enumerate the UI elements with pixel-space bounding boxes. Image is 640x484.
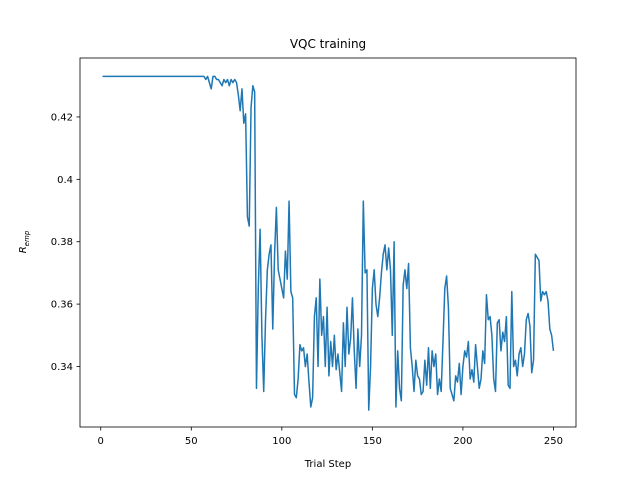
y-tick-label: 0.34	[51, 362, 73, 373]
x-tick-label: 250	[544, 436, 563, 447]
x-tick-label: 200	[453, 436, 472, 447]
y-tick-label: 0.38	[51, 237, 73, 248]
y-tick-label: 0.42	[51, 112, 73, 123]
chart-title: VQC training	[290, 37, 366, 51]
plot-frame	[79, 57, 577, 428]
y-tick-label: 0.36	[51, 300, 73, 311]
x-tick-label: 150	[363, 436, 382, 447]
x-tick-label: 100	[272, 436, 291, 447]
y-axis-label: Remp	[18, 230, 31, 253]
y-label-sub: emp	[23, 230, 31, 246]
x-axis-label: Trial Step	[304, 459, 351, 470]
x-tick-label: 0	[98, 436, 104, 447]
y-tick-label: 0.4	[57, 175, 73, 186]
y-label-base: R	[18, 246, 29, 253]
x-tick-label: 50	[185, 436, 198, 447]
data-line	[102, 75, 555, 411]
